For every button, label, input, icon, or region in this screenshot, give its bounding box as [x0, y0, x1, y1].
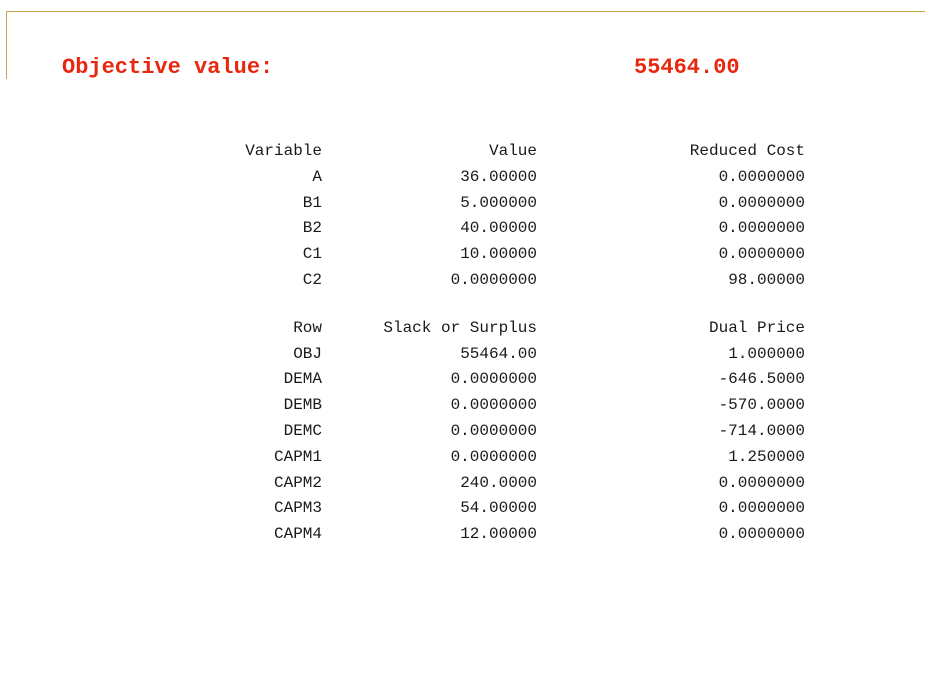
column-header-variable: Variable [245, 142, 322, 160]
row-slack-or-surplus: 240.0000 [460, 473, 537, 492]
objective-label: Objective value: [62, 55, 274, 80]
table-row: C1 10.00000 0.0000000 [160, 242, 805, 268]
row-dual-price: 0.0000000 [718, 525, 805, 544]
table-row: DEMC 0.0000000 -714.0000 [160, 419, 805, 445]
column-header-slack-or-surplus: Slack or Surplus [383, 318, 537, 337]
row-name: CAPM2 [273, 473, 322, 492]
row-slack-or-surplus: 12.00000 [460, 525, 537, 544]
variable-name: B1 [302, 193, 322, 212]
objective-line: Objective value: 55464.00 [62, 53, 822, 83]
variable-reduced-cost: 98.00000 [728, 270, 805, 289]
table-row: C2 0.0000000 98.00000 [160, 268, 805, 294]
frame-top-border [6, 11, 925, 12]
row-dual-price: -714.0000 [718, 421, 805, 440]
row-name: DEMA [283, 370, 322, 389]
variable-value: 40.00000 [460, 219, 537, 238]
variable-name: B2 [302, 219, 322, 238]
row-slack-or-surplus: 0.0000000 [450, 396, 537, 415]
table-row: DEMB 0.0000000 -570.0000 [160, 393, 805, 419]
column-header-value: Value [488, 142, 537, 160]
table-row: OBJ 55464.00 1.000000 [160, 342, 805, 368]
table-row: A 36.00000 0.0000000 [160, 165, 805, 191]
row-slack-or-surplus: 55464.00 [460, 344, 537, 363]
row-name: DEMC [283, 421, 322, 440]
row-name: CAPM1 [273, 447, 322, 466]
row-slack-or-surplus: 0.0000000 [450, 421, 537, 440]
table-row: B1 5.000000 0.0000000 [160, 191, 805, 217]
variable-value: 36.00000 [460, 167, 537, 186]
table-row: CAPM3 54.00000 0.0000000 [160, 496, 805, 522]
table-row: CAPM4 12.00000 0.0000000 [160, 522, 805, 548]
row-dual-price: 1.000000 [728, 344, 805, 363]
row-dual-price: -570.0000 [718, 396, 805, 415]
variable-value: 0.0000000 [450, 270, 537, 289]
row-dual-price: 0.0000000 [718, 473, 805, 492]
solution-report: Variable Value Reduced Cost A 36.00000 0… [160, 139, 840, 548]
solution-table: Variable Value Reduced Cost A 36.00000 0… [160, 139, 805, 548]
table-row: B2 40.00000 0.0000000 [160, 216, 805, 242]
column-header-dual-price: Dual Price [708, 318, 805, 337]
row-name: CAPM4 [273, 525, 322, 544]
variable-reduced-cost: 0.0000000 [718, 193, 805, 212]
row-name: CAPM3 [273, 499, 322, 518]
frame-left-border [6, 11, 7, 79]
row-name: DEMB [283, 396, 322, 415]
objective-value: 55464.00 [634, 55, 740, 80]
variable-name: A [312, 167, 322, 186]
section-spacer [160, 294, 805, 316]
column-header-reduced-cost: Reduced Cost [689, 142, 805, 160]
row-slack-or-surplus: 0.0000000 [450, 447, 537, 466]
row-slack-or-surplus: 54.00000 [460, 499, 537, 518]
variable-reduced-cost: 0.0000000 [718, 219, 805, 238]
variable-value: 5.000000 [460, 193, 537, 212]
variable-reduced-cost: 0.0000000 [718, 167, 805, 186]
table-row: CAPM1 0.0000000 1.250000 [160, 445, 805, 471]
variable-name: C1 [302, 245, 322, 264]
table-row: CAPM2 240.0000 0.0000000 [160, 471, 805, 497]
column-header-row: Row [293, 318, 322, 337]
variable-name: C2 [302, 270, 322, 289]
variable-reduced-cost: 0.0000000 [718, 245, 805, 264]
row-dual-price: -646.5000 [718, 370, 805, 389]
rows-header-row: Row Slack or Surplus Dual Price [160, 316, 805, 342]
variable-value: 10.00000 [460, 245, 537, 264]
variables-header-row: Variable Value Reduced Cost [160, 139, 805, 165]
row-dual-price: 0.0000000 [718, 499, 805, 518]
table-row: DEMA 0.0000000 -646.5000 [160, 367, 805, 393]
row-dual-price: 1.250000 [728, 447, 805, 466]
row-name: OBJ [293, 344, 322, 363]
row-slack-or-surplus: 0.0000000 [450, 370, 537, 389]
